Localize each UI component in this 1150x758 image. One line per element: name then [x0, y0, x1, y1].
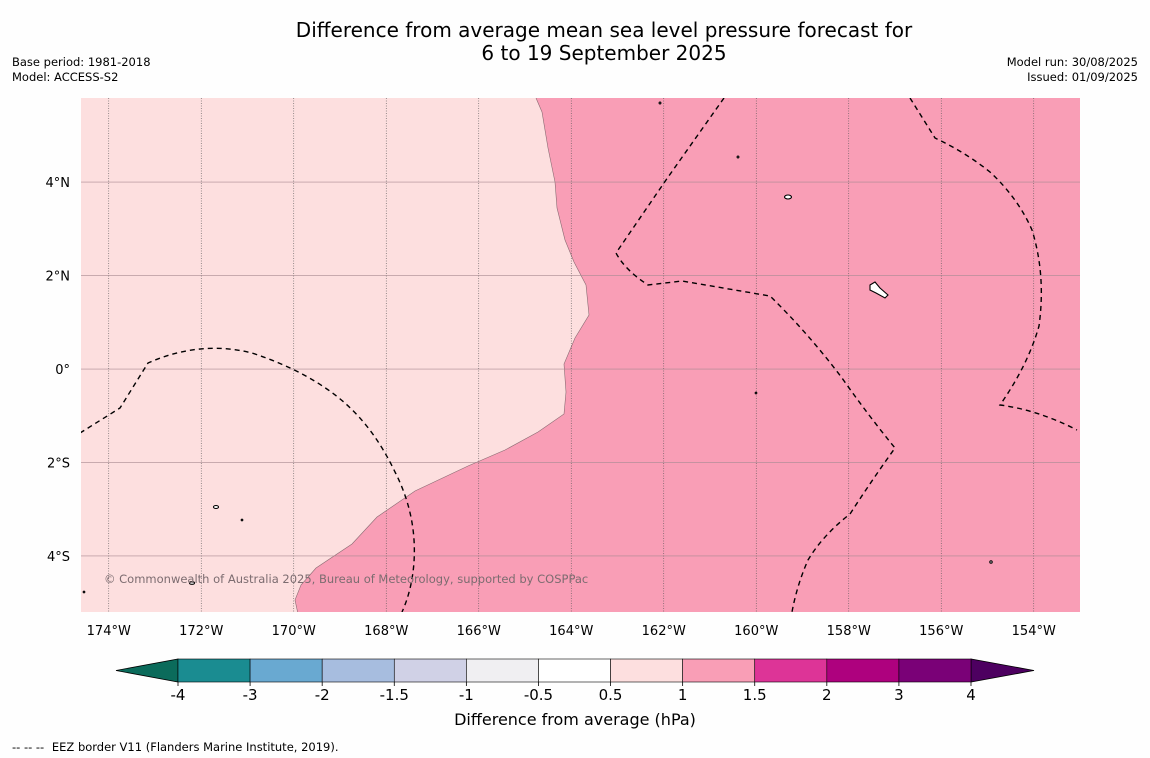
colorbar-swatch: [393, 658, 467, 683]
copyright-notice: © Commonwealth of Australia 2025, Bureau…: [104, 572, 588, 586]
longitude-label: 166°W: [457, 624, 501, 639]
eez-borders: [81, 98, 1078, 612]
colorbar-swatch: [538, 658, 611, 683]
anomaly-region-1-1.5: [295, 98, 1080, 612]
map-area: © Commonwealth of Australia 2025, Bureau…: [81, 98, 1080, 612]
longitude-label: 172°W: [179, 624, 223, 639]
dashed-line-key: -- -- --: [12, 740, 45, 754]
colorbar-tick-label: 0.5: [599, 686, 623, 704]
longitude-label: 162°W: [642, 624, 686, 639]
colorbar-swatch: [249, 658, 323, 683]
model-run: Model run: 30/08/2025: [1006, 55, 1138, 69]
islands: [82, 101, 993, 594]
colorbar-tick-label: -1: [459, 686, 474, 704]
colorbar-overflow-arrow: [970, 658, 1035, 683]
island-outline: [783, 194, 793, 200]
colorbar-tick-label: -4: [171, 686, 186, 704]
colorbar-swatch: [754, 658, 828, 683]
eez-border-central: [615, 98, 896, 612]
island-outline: [989, 560, 993, 564]
colorbar-tick-label: 4: [966, 686, 976, 704]
latitude-label: 4°S: [47, 550, 70, 565]
longitude-label: 160°W: [734, 624, 778, 639]
chart-title: Difference from average mean sea level p…: [0, 19, 1150, 65]
longitude-labels: 174°W 172°W 170°W 168°W 166°W 164°W 162°W 160°W…: [87, 624, 1056, 639]
latitude-label: 2°S: [47, 456, 70, 471]
colorbar-underflow-arrow: [115, 658, 179, 683]
latitude-label: 2°N: [46, 270, 71, 285]
meta-right: Model run: 30/08/2025 Issued: 01/09/2025: [1007, 55, 1138, 85]
colorbar-swatch: [610, 658, 683, 683]
footer-text: EEZ border V11 (Flanders Marine Institut…: [51, 740, 339, 754]
colorbar-swatch: [682, 658, 756, 683]
colorbar-tick-label: 2: [822, 686, 832, 704]
meta-left: Base period: 1981-2018 Model: ACCESS-S2: [12, 55, 151, 85]
colorbar: -4 -3 -2 -1.5 -1 -0.5 0.5 1 1.5 2 3 4: [115, 658, 1035, 704]
region-boundary: [294, 98, 590, 612]
colorbar-swatch: [321, 658, 395, 683]
colorbar-swatch: [826, 658, 900, 683]
colorbar-swatch: [466, 658, 539, 683]
colorbar-tick-label: 1: [678, 686, 688, 704]
island-outline: [188, 581, 196, 585]
island-outline: [658, 101, 662, 105]
island-outline: [736, 155, 740, 159]
latitude-labels: 4°N 2°N 0° 2°S 4°S: [46, 176, 71, 565]
longitude-label: 156°W: [919, 624, 963, 639]
colorbar-tick-label: 1.5: [743, 686, 767, 704]
colorbar-label: Difference from average (hPa): [454, 710, 696, 729]
base-period: Base period: 1981-2018: [12, 55, 151, 69]
issued-date: Issued: 01/09/2025: [1027, 70, 1138, 84]
graticule: [81, 98, 1080, 612]
longitude-label: 158°W: [827, 624, 871, 639]
colorbar-tick-label: -0.5: [524, 686, 553, 704]
island-outline: [212, 504, 220, 510]
longitude-label: 170°W: [272, 624, 316, 639]
colorbar-swatch: [177, 658, 251, 683]
model-name: Model: ACCESS-S2: [12, 70, 119, 84]
footer-note: -- -- -- EEZ border V11 (Flanders Marine…: [12, 740, 339, 754]
longitude-label: 164°W: [549, 624, 593, 639]
longitude-label: 174°W: [87, 624, 131, 639]
colorbar-tick-label: -2: [315, 686, 330, 704]
eez-border-east: [909, 98, 1078, 431]
title-line-2: 6 to 19 September 2025: [481, 41, 727, 65]
island-outline: [754, 391, 758, 395]
colorbar-tick-label: 3: [894, 686, 904, 704]
title-line-1: Difference from average mean sea level p…: [295, 18, 913, 42]
longitude-label: 154°W: [1012, 624, 1056, 639]
colorbar-swatch: [898, 658, 972, 683]
colorbar-tick-label: -3: [243, 686, 258, 704]
colorbar-tick-label: -1.5: [380, 686, 409, 704]
latitude-label: 4°N: [46, 176, 71, 191]
longitude-label: 168°W: [364, 624, 408, 639]
eez-border-west: [81, 347, 416, 612]
island-outline: [82, 590, 86, 594]
island-outline: [240, 518, 244, 522]
latitude-label: 0°: [55, 363, 70, 378]
island-outline: [869, 281, 889, 299]
